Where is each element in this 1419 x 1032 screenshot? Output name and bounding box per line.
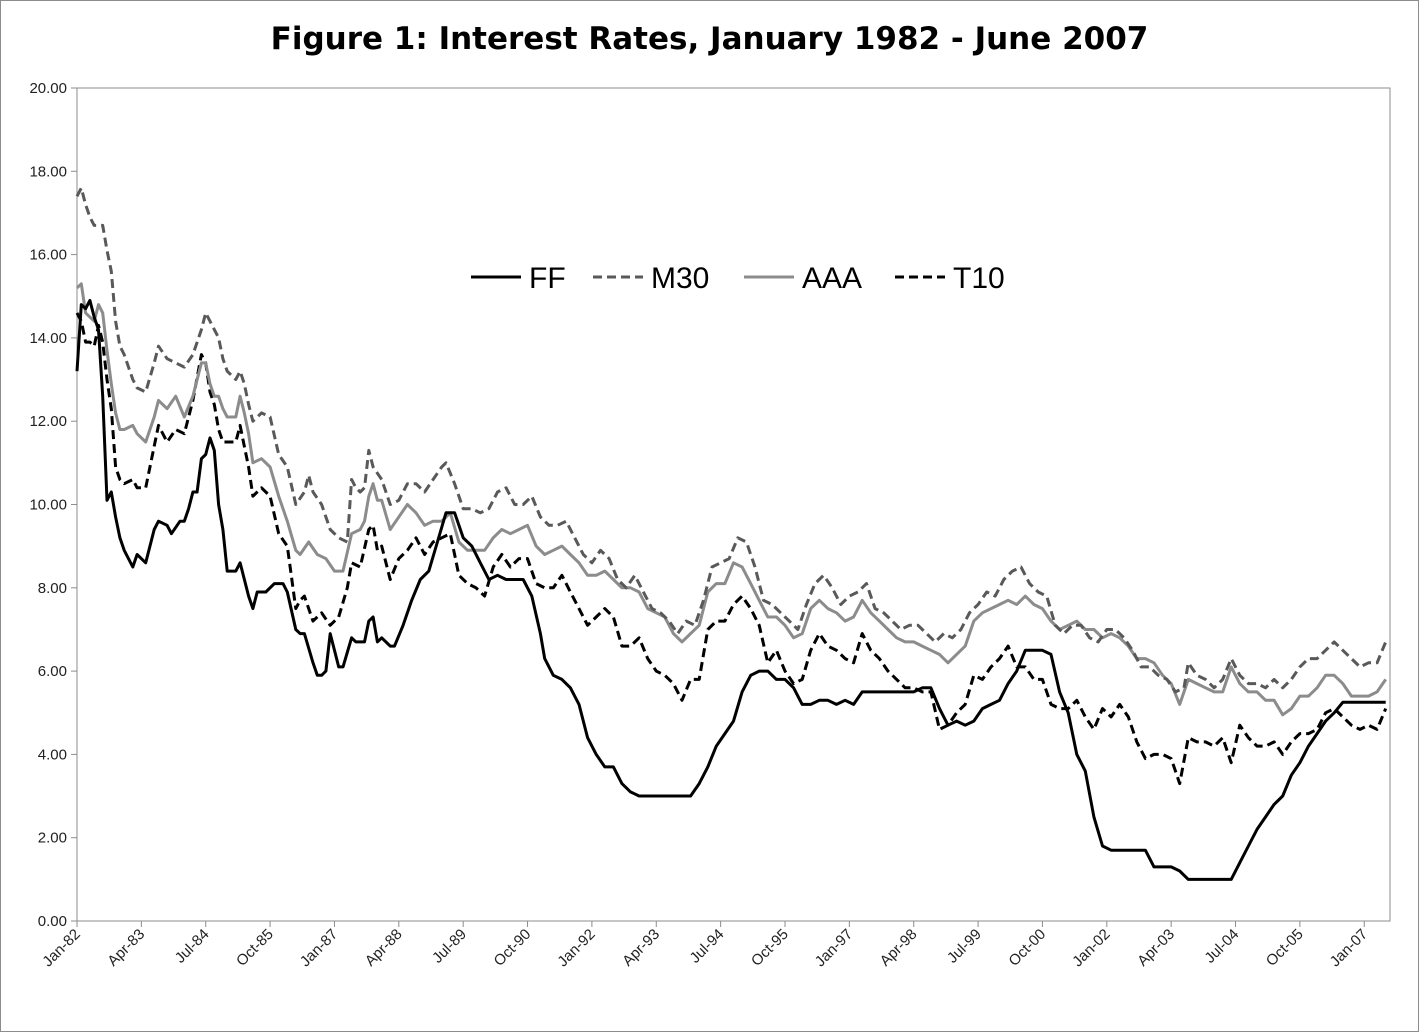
x-tick-label: Jan-92 <box>554 926 598 970</box>
series-line-t10 <box>75 312 1388 786</box>
x-tick-label: Jul-99 <box>944 926 985 967</box>
x-tick-label: Jul-04 <box>1201 926 1242 967</box>
x-tick-label: Oct-05 <box>1263 926 1307 970</box>
x-tick-label: Jul-84 <box>172 926 213 967</box>
x-tick-label: Jan-02 <box>1069 926 1113 970</box>
y-tick-label: 8.00 <box>38 580 67 597</box>
y-tick-label: 12.00 <box>29 413 67 430</box>
x-tick-label: Oct-90 <box>491 926 535 970</box>
y-tick-label: 0.00 <box>38 913 67 930</box>
legend-label-aaa: AAA <box>802 262 862 295</box>
legend-label-ff: FF <box>529 262 566 295</box>
x-tick-label: Jul-94 <box>687 926 728 967</box>
x-tick-label: Apr-03 <box>1134 926 1178 970</box>
series-line-m30 <box>75 186 1388 694</box>
x-tick-label: Jan-82 <box>39 926 83 970</box>
x-tick-label: Jul-89 <box>429 926 470 967</box>
y-tick-label: 16.00 <box>29 247 67 264</box>
series-line-ff <box>75 298 1386 881</box>
plot-area <box>76 87 1391 922</box>
x-tick-label: Jan-07 <box>1327 926 1371 970</box>
x-tick-label: Oct-85 <box>233 926 277 970</box>
x-tick-label: Jan-97 <box>812 926 856 970</box>
y-tick-label: 4.00 <box>38 746 67 763</box>
x-tick-label: Apr-83 <box>104 926 148 970</box>
x-tick-label: Apr-93 <box>619 926 663 970</box>
y-tick-label: 10.00 <box>29 497 67 514</box>
y-tick-label: 20.00 <box>29 80 67 97</box>
x-tick-label: Apr-88 <box>362 926 406 970</box>
y-tick-label: 6.00 <box>38 663 67 680</box>
legend-label-m30: M30 <box>651 262 709 295</box>
x-tick-label: Jan-87 <box>297 926 341 970</box>
legend-label-t10: T10 <box>953 262 1005 295</box>
series-line-aaa <box>75 282 1387 717</box>
x-tick-label: Apr-98 <box>877 926 921 970</box>
y-tick-label: 14.00 <box>29 330 67 347</box>
x-tick-label: Oct-00 <box>1005 926 1049 970</box>
y-tick-label: 18.00 <box>29 163 67 180</box>
y-tick-label: 2.00 <box>38 830 67 847</box>
x-tick-label: Oct-95 <box>748 926 792 970</box>
chart-title: Figure 1: Interest Rates, January 1982 -… <box>270 21 1149 57</box>
